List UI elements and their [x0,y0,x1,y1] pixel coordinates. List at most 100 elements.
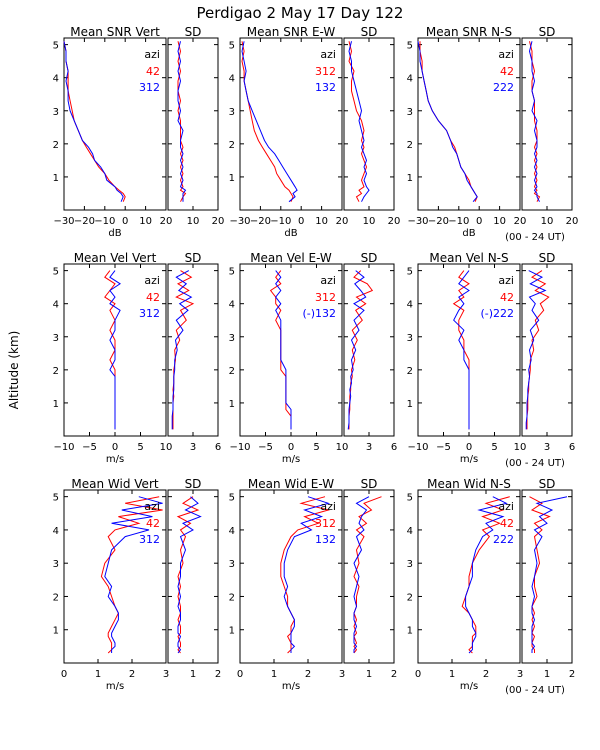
x-tick-label: 5 [491,442,497,453]
x-tick-label: −10 [448,216,469,227]
legend-entry: 42 [146,65,160,78]
x-tick-label: 10 [514,442,527,453]
series-line-blue [453,270,470,430]
series-line-red [526,270,550,430]
x-tick-label: 2 [483,669,489,680]
y-tick-label: 5 [229,267,235,278]
panel-title: SD [539,251,556,265]
series-line-blue [177,41,187,202]
y-tick-label: 4 [407,526,413,537]
time-range-footnote: (00 - 24 UT) [505,458,565,469]
legend-entry: 312 [315,517,336,530]
legend-entry: 42 [146,291,160,304]
panel-title: SD [185,25,202,39]
series-line-blue [465,496,508,654]
series-line-blue [348,41,370,202]
y-tick-label: 4 [53,526,59,537]
panel-vel_ew: Mean Vel E-W −10 −5 0 5 10 1 2 3 4 5 m/s azi 312 (-)13… [229,251,349,465]
panel-vel_vert: Mean Vel Vert −10 −5 0 5 10 1 2 3 4 5 m/s azi 42 312 [53,251,173,465]
y-tick-label: 1 [407,626,413,637]
series-line-red [529,496,551,653]
time-range-footnote: (00 - 24 UT) [505,232,565,243]
legend-entry: 312 [139,81,160,94]
y-tick-label: 4 [229,526,235,537]
y-tick-label: 3 [407,559,413,570]
x-tick-label: −30 [53,216,74,227]
x-tick-label: −10 [270,216,291,227]
x-tick-label: 3 [544,442,550,453]
y-tick-label: 5 [407,267,413,278]
plot-frame [239,37,343,211]
x-tick-label: 6 [215,442,221,453]
series-line-blue [531,496,568,653]
y-tick-label: 5 [407,493,413,504]
x-tick-label: −10 [94,216,115,227]
panel-wid_vert_sd: SD 1 2 [167,477,221,680]
series-line-red [419,41,478,202]
y-tick-label: 5 [53,493,59,504]
panel-snr_ew_sd: SD 10 20 [343,25,401,227]
series-line-blue [525,270,547,430]
x-tick-label: −5 [258,442,273,453]
panel-wid_ew_sd: SD 1 2 [343,477,397,680]
series-line-red [452,270,470,430]
y-tick-label: 4 [229,300,235,311]
x-tick-label: −20 [428,216,449,227]
legend-entry: 42 [146,517,160,530]
y-tick-label: 1 [407,399,413,410]
y-tick-label: 5 [53,267,59,278]
plot-frame [239,489,343,664]
x-tick-label: 1 [544,669,550,680]
y-tick-label: 3 [53,559,59,570]
y-tick-label: 5 [407,41,413,52]
panel-snr_ew: Mean SNR E-W −30 −20 −10 0 10 20 1 2 3 4 5 dB azi 312 1… [229,25,349,239]
panels-group: Mean SNR Vert−30 −20 −10 0 10 2012345dBazi423… [53,25,579,696]
x-tick-label: 10 [363,216,376,227]
panel-title: Mean Wid Vert [71,477,158,491]
x-tick-label: 20 [212,216,225,227]
x-tick-label: 2 [215,669,221,680]
x-tick-label: 0 [288,442,294,453]
panel-vel_ew_sd: SD 3 6 [343,251,397,453]
y-tick-label: 3 [53,333,59,344]
x-tick-label: −30 [407,216,428,227]
plot-frame [63,37,167,211]
y-tick-label: 1 [53,626,59,637]
x-tick-label: 20 [388,216,401,227]
x-tick-label: 0 [476,216,482,227]
legend-entry: 222 [493,533,514,546]
panel-title: SD [361,251,378,265]
y-tick-label: 3 [229,107,235,118]
panel-title: Mean Vel Vert [74,251,157,265]
series-line-red [353,496,382,654]
x-axis-label: dB [284,228,297,239]
x-axis-label: dB [462,228,475,239]
y-tick-label: 3 [407,333,413,344]
x-tick-label: 2 [305,669,311,680]
legend-title: azi [320,274,336,287]
panel-vel_ns: Mean Vel N-S −10 −5 0 5 10 1 2 3 4 5 m/s azi 42 (-)222 [407,251,527,465]
x-axis-label: m/s [106,681,124,692]
legend-entry: 132 [315,533,336,546]
series-line-blue [104,496,163,653]
panel-title: SD [539,25,556,39]
x-axis-label: dB [108,228,121,239]
series-line-blue [417,41,478,203]
y-tick-label: 5 [229,493,235,504]
y-tick-label: 1 [229,399,235,410]
x-tick-label: −10 [53,442,74,453]
plot-frame [167,37,219,211]
x-tick-label: 10 [336,442,349,453]
panel-title: Mean SNR E-W [247,25,336,39]
plot-frame [63,489,167,664]
y-tick-label: 2 [53,366,59,377]
x-tick-label: 1 [190,669,196,680]
legend-title: azi [498,48,514,61]
legend-entry: 42 [500,517,514,530]
legend-title: azi [498,500,514,513]
x-tick-label: −20 [250,216,271,227]
